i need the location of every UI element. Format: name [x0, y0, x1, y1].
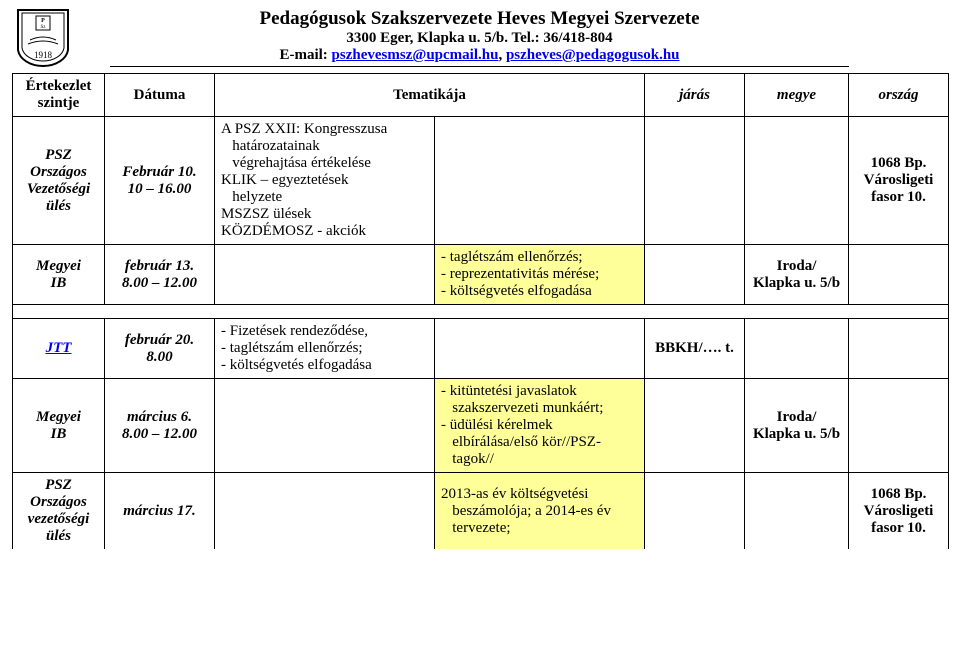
- cell-megye: [745, 473, 849, 550]
- spacer-row: [13, 305, 949, 319]
- org-address: 3300 Eger, Klapka u. 5/b. Tel.: 36/418-8…: [0, 30, 959, 47]
- svg-text:P: P: [41, 18, 45, 24]
- cell-megye: Iroda/Klapka u. 5/b: [745, 379, 849, 473]
- table-row: PSZOrszágosvezetőségiülésmárcius 17. 2013…: [13, 473, 949, 550]
- cell-topic-right: taglétszám ellenőrzés;reprezentativitás …: [435, 245, 645, 305]
- cell-level: MegyeiIB: [13, 245, 105, 305]
- logo-year: 1918: [34, 50, 53, 60]
- cell-date: Február 10.10 – 16.00: [105, 117, 215, 245]
- cell-topic-right: [435, 319, 645, 379]
- table-row: MegyeiIBmárcius 6.8.00 – 12.00 - kitüntet…: [13, 379, 949, 473]
- cell-date: február 20.8.00: [105, 319, 215, 379]
- email-sep: ,: [498, 47, 506, 63]
- cell-jaras: [645, 473, 745, 550]
- cell-topic-right: [435, 117, 645, 245]
- col-level: Értekezletszintje: [13, 74, 105, 117]
- cell-topic-left: [215, 245, 435, 305]
- cell-topic-left: [215, 473, 435, 550]
- col-jaras: járás: [645, 74, 745, 117]
- cell-megye: Iroda/Klapka u. 5/b: [745, 245, 849, 305]
- cell-level: PSZOrszágosVezetőségiülés: [13, 117, 105, 245]
- cell-level: JTT: [13, 319, 105, 379]
- cell-topic-left: [215, 379, 435, 473]
- cell-orszag: [849, 245, 949, 305]
- email-prefix: E-mail:: [279, 47, 331, 63]
- jtt-link[interactable]: JTT: [46, 340, 72, 356]
- svg-text:Sz: Sz: [41, 25, 47, 30]
- col-orszag: ország: [849, 74, 949, 117]
- cell-orszag: 1068 Bp.Városligetifasor 10.: [849, 473, 949, 550]
- cell-orszag: [849, 379, 949, 473]
- schedule-table: Értekezletszintje Dátuma Tematikája járá…: [12, 73, 949, 549]
- cell-level: PSZOrszágosvezetőségiülés: [13, 473, 105, 550]
- cell-topic-left: Fizetések rendeződése,taglétszám ellenőr…: [215, 319, 435, 379]
- table-row: JTT február 20.8.00Fizetések rendeződése,…: [13, 319, 949, 379]
- table-row: PSZOrszágosVezetőségiülésFebruár 10.10 –…: [13, 117, 949, 245]
- cell-topic-right: 2013-as év költségvetési beszámolója; a …: [435, 473, 645, 550]
- col-date: Dátuma: [105, 74, 215, 117]
- cell-jaras: [645, 117, 745, 245]
- cell-megye: [745, 117, 849, 245]
- header-rule: [110, 66, 849, 67]
- cell-date: március 6.8.00 – 12.00: [105, 379, 215, 473]
- cell-jaras: [645, 245, 745, 305]
- cell-topic-right: - kitüntetési javaslatok szakszervezeti …: [435, 379, 645, 473]
- email-link-1[interactable]: pszhevesmsz@upcmail.hu: [332, 47, 499, 63]
- cell-topic-left: A PSZ XXII: Kongresszusa határozatainak …: [215, 117, 435, 245]
- cell-level: MegyeiIB: [13, 379, 105, 473]
- cell-megye: [745, 319, 849, 379]
- col-megye: megye: [745, 74, 849, 117]
- cell-orszag: 1068 Bp.Városligetifasor 10.: [849, 117, 949, 245]
- table-body: PSZOrszágosVezetőségiülésFebruár 10.10 –…: [13, 117, 949, 550]
- cell-date: március 17.: [105, 473, 215, 550]
- cell-orszag: [849, 319, 949, 379]
- col-topic: Tematikája: [215, 74, 645, 117]
- org-email-line: E-mail: pszhevesmsz@upcmail.hu, pszheves…: [0, 47, 959, 64]
- header-row: Értekezletszintje Dátuma Tematikája járá…: [13, 74, 949, 117]
- org-logo: P Sz 1918: [12, 6, 74, 68]
- cell-date: február 13.8.00 – 12.00: [105, 245, 215, 305]
- org-name: Pedagógusok Szakszervezete Heves Megyei …: [0, 8, 959, 30]
- table-row: MegyeiIBfebruár 13.8.00 – 12.00 taglétszá…: [13, 245, 949, 305]
- cell-jaras: BBKH/…. t.: [645, 319, 745, 379]
- email-link-2[interactable]: pszheves@pedagogusok.hu: [506, 47, 680, 63]
- page-header: P Sz 1918 Pedagógusok Szakszervezete Hev…: [0, 0, 959, 67]
- cell-jaras: [645, 379, 745, 473]
